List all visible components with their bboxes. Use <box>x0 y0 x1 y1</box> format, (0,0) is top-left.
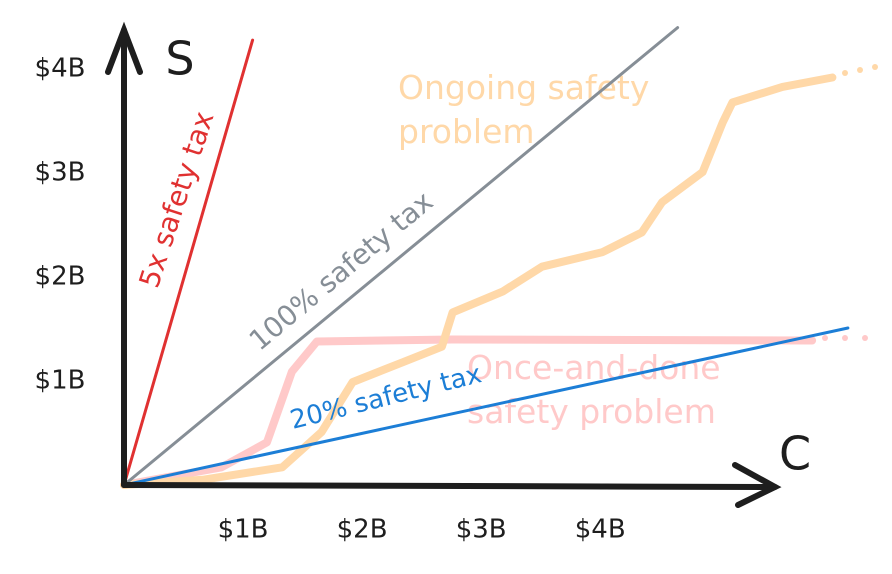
x-tick-label: $2B <box>337 515 388 545</box>
x-axis <box>121 482 778 490</box>
ellipsis-dot <box>842 335 848 341</box>
y-arrow <box>105 21 143 75</box>
x-tick-label: $4B <box>575 515 626 545</box>
x-tick-label: $1B <box>218 515 269 545</box>
ellipsis-dot <box>857 67 863 73</box>
series-label: 100% safety tax <box>243 185 440 357</box>
y-axis-label: S <box>165 32 194 86</box>
y-tick-label: $2B <box>35 262 86 292</box>
series-line <box>120 73 837 489</box>
ellipsis-dot <box>842 70 848 76</box>
lines <box>120 26 850 489</box>
ellipsis-dot <box>862 335 868 341</box>
x-tick-label: $3B <box>456 515 507 545</box>
dots <box>822 64 878 341</box>
axes <box>105 21 782 508</box>
y-tick-label: $4B <box>35 54 86 84</box>
series-line <box>122 26 680 487</box>
once-label: Once-and-done safety problem <box>467 348 721 431</box>
series-line <box>122 38 255 487</box>
x-axis-label: C <box>779 427 811 481</box>
ongoing-label: Ongoing safety problem <box>398 68 650 151</box>
series-line <box>122 326 850 487</box>
x-arrow <box>732 462 782 508</box>
ellipsis-dot <box>872 64 878 70</box>
ellipsis-dot <box>822 335 828 341</box>
series-line <box>120 335 817 489</box>
y-tick-label: $1B <box>35 366 86 396</box>
y-tick-label: $3B <box>35 158 86 188</box>
